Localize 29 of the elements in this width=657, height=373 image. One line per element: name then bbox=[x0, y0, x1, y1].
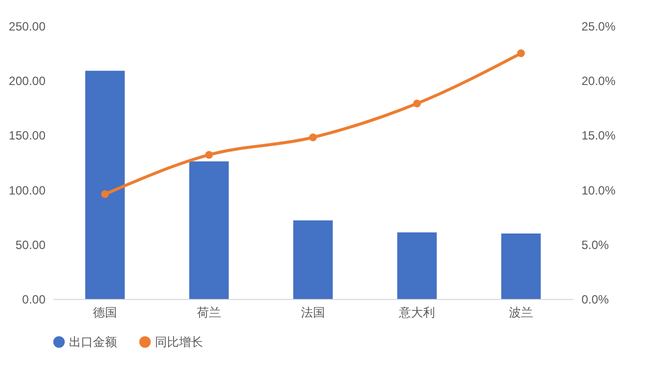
x-tick-label: 波兰 bbox=[509, 306, 533, 320]
point bbox=[101, 190, 109, 198]
point bbox=[309, 134, 317, 142]
x-tick-label: 法国 bbox=[301, 306, 325, 320]
x-tick-label: 荷兰 bbox=[197, 306, 221, 320]
y-tick-label: 200.00 bbox=[8, 74, 46, 88]
bar bbox=[189, 161, 229, 299]
y-tick-label: 100.00 bbox=[8, 183, 46, 198]
bar bbox=[397, 232, 437, 299]
y2-tick-label: 0.0% bbox=[582, 292, 610, 306]
y2-tick-label: 10.0% bbox=[582, 183, 616, 198]
y-tick-label: 150.00 bbox=[8, 128, 46, 143]
point bbox=[517, 49, 525, 58]
y2-tick-label: 20.0% bbox=[582, 74, 616, 88]
x-tick-label: 意大利 bbox=[398, 306, 435, 320]
legend-label: 出口金额 bbox=[69, 335, 117, 349]
y2-tick-label: 5.0% bbox=[582, 238, 610, 252]
y-tick-label: 0.00 bbox=[22, 292, 46, 306]
y2-tick-label: 15.0% bbox=[582, 128, 616, 143]
bar bbox=[293, 220, 333, 299]
point bbox=[205, 150, 213, 159]
x-tick-label: 德国 bbox=[93, 306, 117, 320]
point bbox=[413, 100, 421, 108]
y-tick-label: 50.00 bbox=[15, 238, 46, 252]
y-tick-label: 250.00 bbox=[8, 20, 46, 34]
bar bbox=[85, 70, 125, 299]
legend-label: 同比增长 bbox=[155, 335, 203, 349]
y2-tick-label: 25.0% bbox=[582, 20, 616, 34]
bar bbox=[501, 233, 541, 299]
